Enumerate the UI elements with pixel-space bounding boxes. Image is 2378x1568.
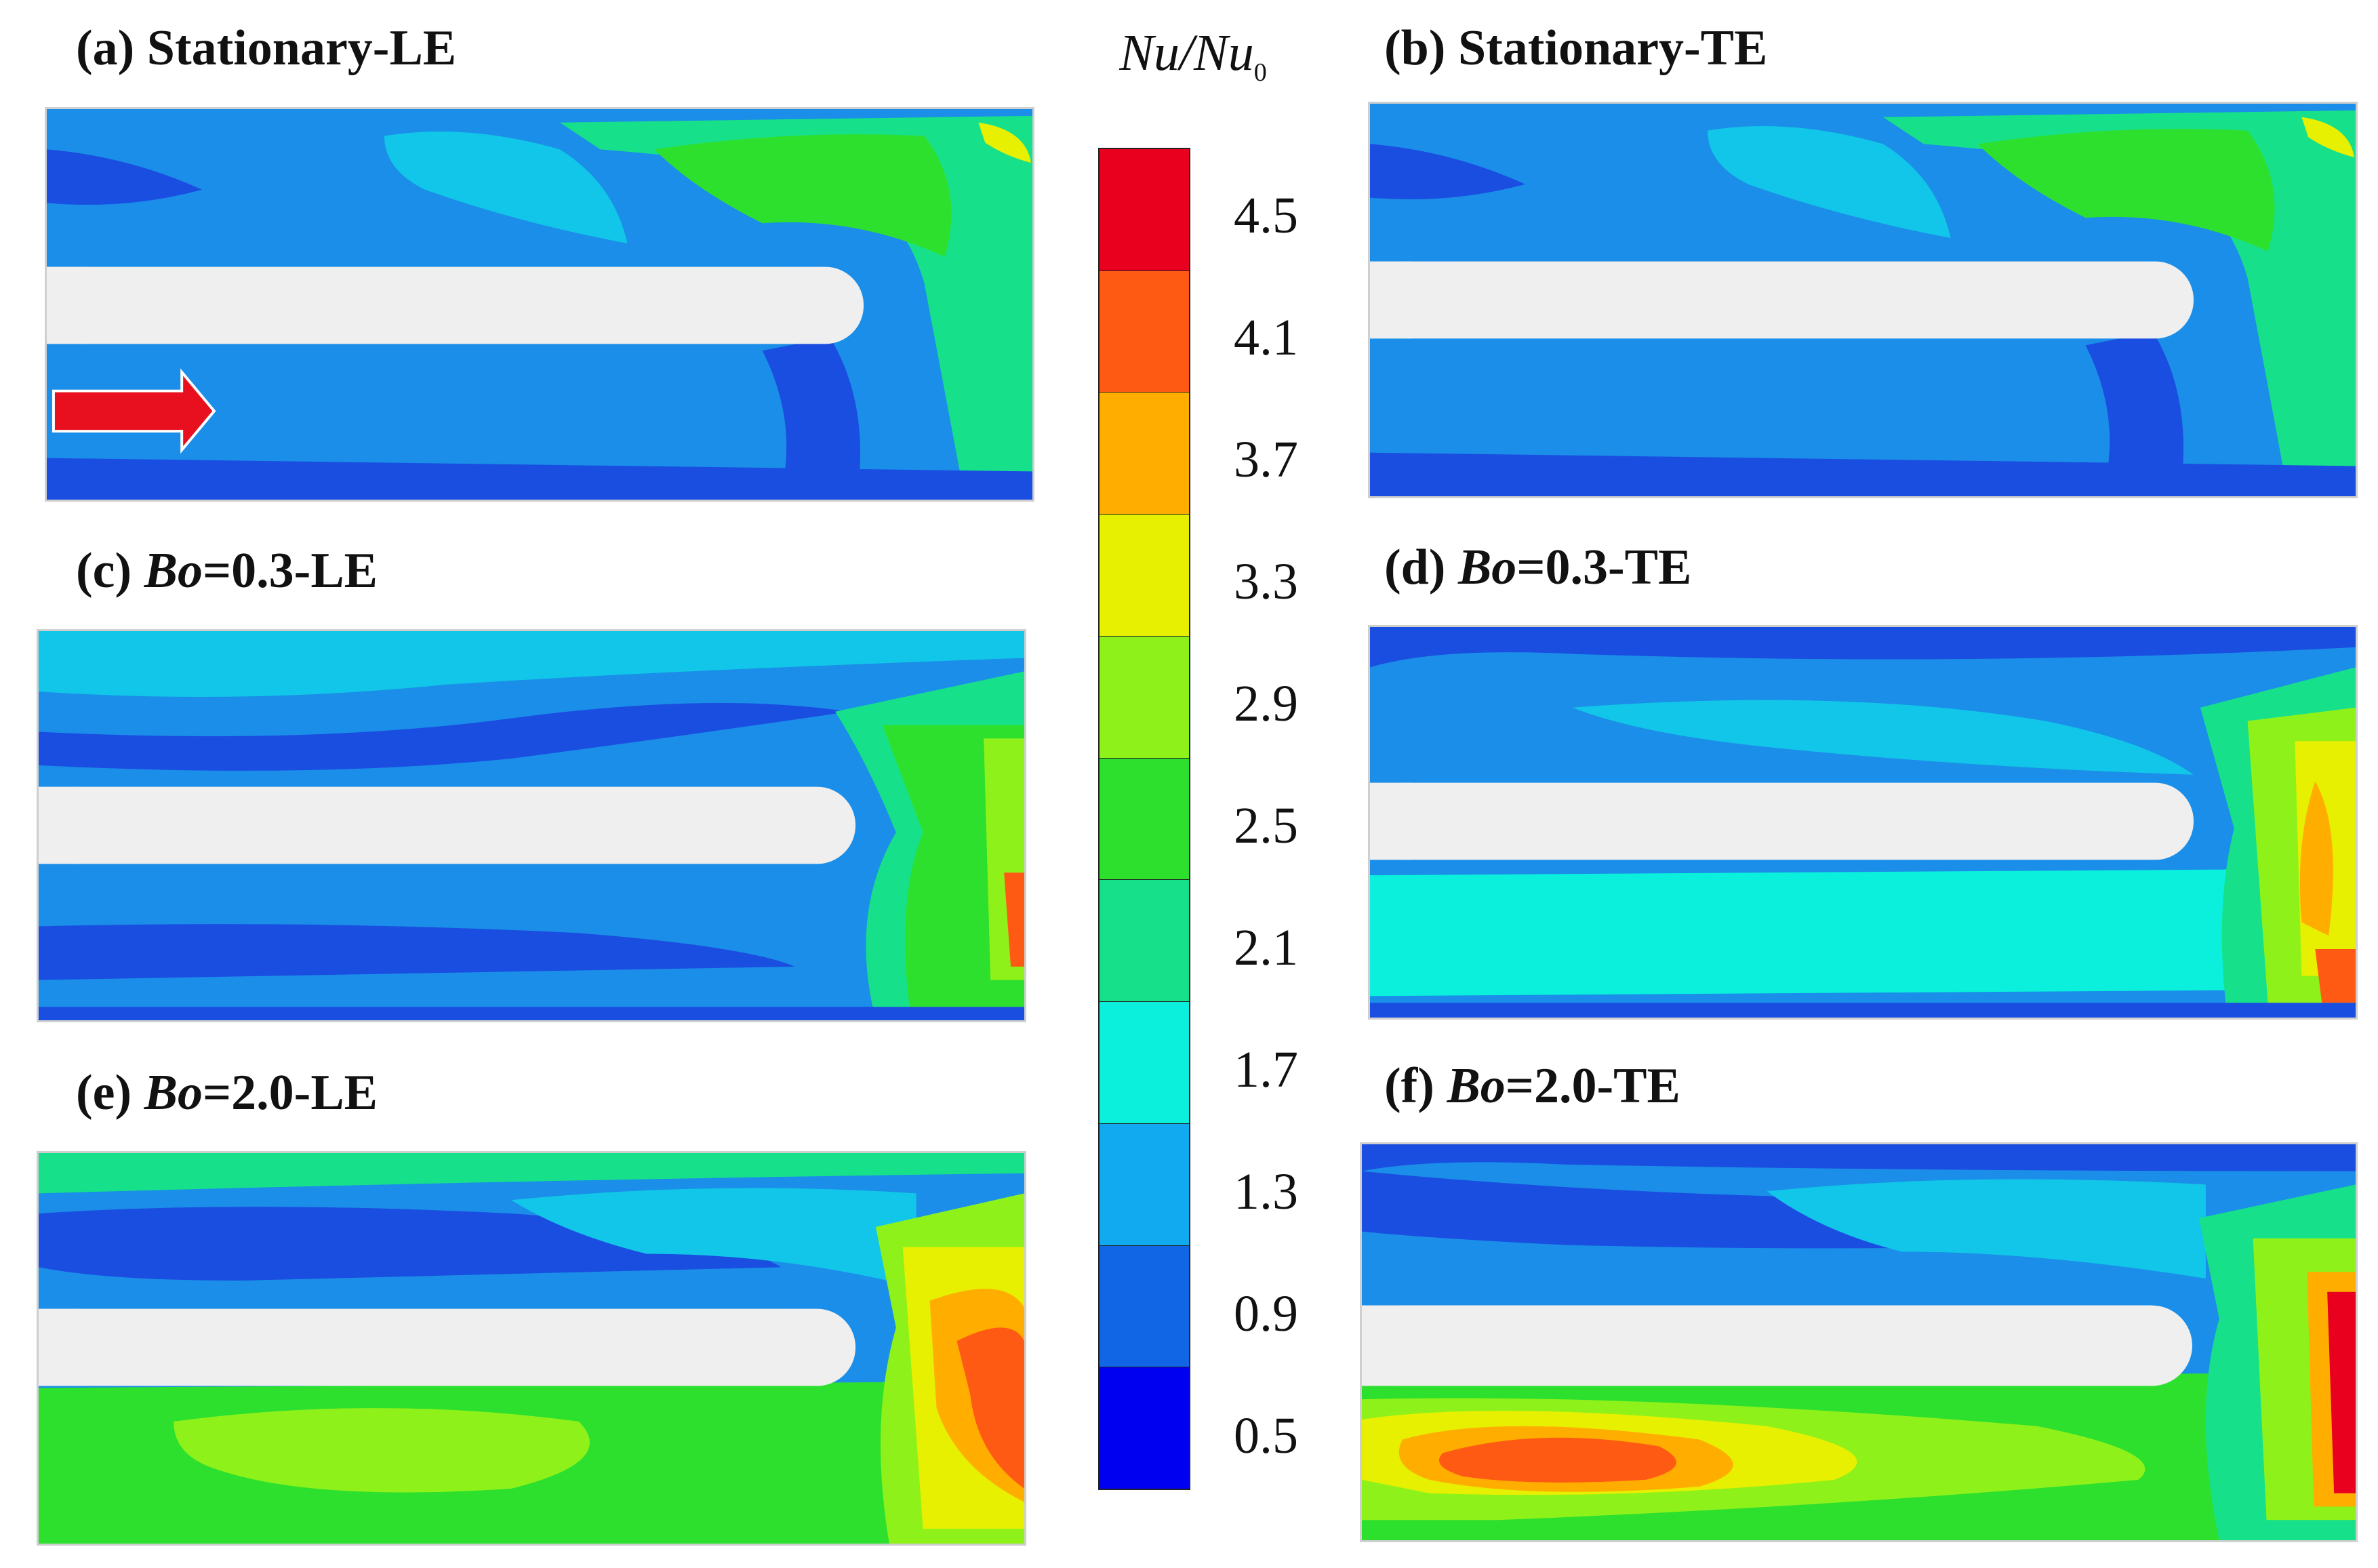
low-region [2085, 331, 2184, 495]
low-region [762, 337, 861, 499]
colorbar-tick-label: 0.9 [1234, 1285, 1298, 1342]
flow-arrow-icon [52, 368, 216, 454]
high-region [174, 1408, 590, 1493]
panel-title-a: (a) Stationary-LE [76, 20, 457, 76]
divider-rib [1370, 782, 2194, 860]
colorbar-band [1100, 880, 1189, 1003]
low-region [47, 149, 203, 205]
colorbar-tick-label: 3.7 [1234, 431, 1298, 488]
contour-plot-d [1370, 627, 2356, 1018]
colorbar-band [1100, 636, 1189, 759]
colorbar-band [1100, 1367, 1189, 1489]
divider-rib [1370, 261, 2194, 339]
low-region [1370, 1003, 2356, 1018]
colorbar-tick-label: 1.7 [1234, 1041, 1298, 1098]
contour-panel-e [37, 1151, 1026, 1546]
panel-title-c: (c) Bo=0.3-LE [76, 543, 378, 599]
mid-region [511, 1188, 916, 1287]
low-region [1370, 144, 1526, 200]
colorbar-tick-label: 2.1 [1234, 919, 1298, 976]
colorbar-tick-label: 4.1 [1234, 309, 1298, 366]
peak-region [2299, 781, 2333, 936]
contour-plot-e [39, 1153, 1024, 1544]
peak-region [1004, 872, 1024, 967]
colorbar-band [1100, 758, 1189, 881]
colorbar-tick-label: 0.5 [1234, 1407, 1298, 1464]
divider-rib [39, 1308, 79, 1386]
divider-rib [47, 266, 87, 344]
colorbar-tick-label: 4.5 [1234, 187, 1298, 244]
field-lower [47, 357, 765, 445]
peak-region [956, 1327, 1024, 1489]
colorbar-band [1100, 515, 1189, 637]
colorbar-title: Nu/Nu0 [1119, 24, 1267, 87]
divider-rib [1370, 782, 1411, 860]
contour-panel-a [45, 107, 1034, 502]
mid-region [1767, 1179, 2206, 1279]
contour-panel-d [1368, 625, 2358, 1020]
panel-title-f: (f) Bo=2.0-TE [1384, 1058, 1680, 1114]
mid-region [39, 1153, 1024, 1194]
divider-rib [39, 1308, 856, 1386]
panel-title-d: (d) Bo=0.3-TE [1384, 540, 1692, 595]
high-region [654, 134, 952, 257]
mid-region [384, 131, 628, 243]
contour-plot-c [39, 631, 1024, 1020]
divider-rib [1362, 1305, 1403, 1386]
mid-region [1370, 868, 2356, 997]
mid-region [39, 631, 1024, 697]
mid-region [1572, 700, 2194, 775]
divider-rib [1362, 1305, 2192, 1386]
divider-rib [39, 786, 856, 864]
colorbar-tick-label: 1.3 [1234, 1163, 1298, 1220]
low-region [39, 703, 849, 771]
contour-panel-b [1368, 102, 2358, 498]
contour-panel-f [1360, 1142, 2358, 1542]
low-region [47, 458, 1032, 500]
colorbar [1098, 148, 1190, 1490]
contour-panel-c [37, 629, 1026, 1022]
colorbar-tick-label: 2.5 [1234, 797, 1298, 854]
colorbar-band [1100, 1123, 1189, 1246]
colorbar-band [1100, 270, 1189, 393]
mid-region [1707, 125, 1951, 238]
divider-rib [39, 786, 79, 864]
peak-region [978, 122, 1032, 163]
peak-region [2301, 117, 2355, 158]
peak-region [2315, 949, 2356, 1003]
divider-rib [1370, 261, 1411, 339]
contour-plot-f [1362, 1144, 2356, 1540]
colorbar-band [1100, 1002, 1189, 1124]
colorbar-tick-label: 3.3 [1234, 553, 1298, 610]
contour-plot-a [47, 109, 1032, 500]
peak-region [2327, 1291, 2356, 1493]
colorbar-band [1100, 1245, 1189, 1368]
colorbar-band [1100, 393, 1189, 515]
panel-title-b: (b) Stationary-TE [1384, 20, 1768, 76]
divider-rib [47, 266, 864, 344]
colorbar-band [1100, 149, 1189, 271]
contour-plot-b [1370, 104, 2356, 496]
low-region [1370, 452, 2356, 496]
low-region [1370, 627, 2356, 668]
colorbar-tick-label: 2.9 [1234, 675, 1298, 732]
low-region [39, 924, 795, 980]
low-region [1362, 1144, 2356, 1171]
peak-region [1438, 1437, 1676, 1483]
low-region [39, 1007, 1024, 1020]
high-region [1977, 129, 2275, 252]
panel-title-e: (e) Bo=2.0-LE [76, 1065, 378, 1121]
